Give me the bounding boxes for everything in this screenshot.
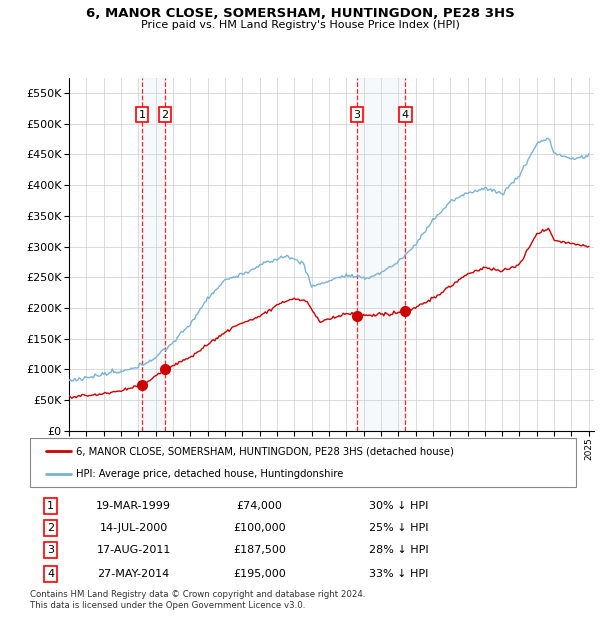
Text: 33% ↓ HPI: 33% ↓ HPI <box>368 569 428 579</box>
Text: 3: 3 <box>47 546 54 556</box>
Bar <box>357 78 406 431</box>
Text: HPI: Average price, detached house, Huntingdonshire: HPI: Average price, detached house, Hunt… <box>76 469 344 479</box>
Text: 28% ↓ HPI: 28% ↓ HPI <box>368 546 428 556</box>
Text: 19-MAR-1999: 19-MAR-1999 <box>96 501 171 511</box>
Text: 4: 4 <box>47 569 55 579</box>
Bar <box>142 78 165 431</box>
Text: 14-JUL-2000: 14-JUL-2000 <box>100 523 168 533</box>
Text: Contains HM Land Registry data © Crown copyright and database right 2024.
This d: Contains HM Land Registry data © Crown c… <box>30 590 365 609</box>
Text: 25% ↓ HPI: 25% ↓ HPI <box>368 523 428 533</box>
Text: 3: 3 <box>353 110 361 120</box>
Text: 27-MAY-2014: 27-MAY-2014 <box>98 569 170 579</box>
Text: Price paid vs. HM Land Registry's House Price Index (HPI): Price paid vs. HM Land Registry's House … <box>140 20 460 30</box>
Text: £100,000: £100,000 <box>233 523 286 533</box>
Text: £195,000: £195,000 <box>233 569 286 579</box>
Text: 2: 2 <box>47 523 55 533</box>
Text: 4: 4 <box>402 110 409 120</box>
Text: 30% ↓ HPI: 30% ↓ HPI <box>368 501 428 511</box>
Text: 1: 1 <box>139 110 146 120</box>
Text: 1: 1 <box>47 501 54 511</box>
Text: 2: 2 <box>161 110 169 120</box>
Text: 6, MANOR CLOSE, SOMERSHAM, HUNTINGDON, PE28 3HS (detached house): 6, MANOR CLOSE, SOMERSHAM, HUNTINGDON, P… <box>76 446 454 456</box>
Text: £74,000: £74,000 <box>236 501 282 511</box>
Text: £187,500: £187,500 <box>233 546 286 556</box>
Text: 6, MANOR CLOSE, SOMERSHAM, HUNTINGDON, PE28 3HS: 6, MANOR CLOSE, SOMERSHAM, HUNTINGDON, P… <box>86 7 514 20</box>
FancyBboxPatch shape <box>30 438 576 487</box>
Text: 17-AUG-2011: 17-AUG-2011 <box>97 546 171 556</box>
